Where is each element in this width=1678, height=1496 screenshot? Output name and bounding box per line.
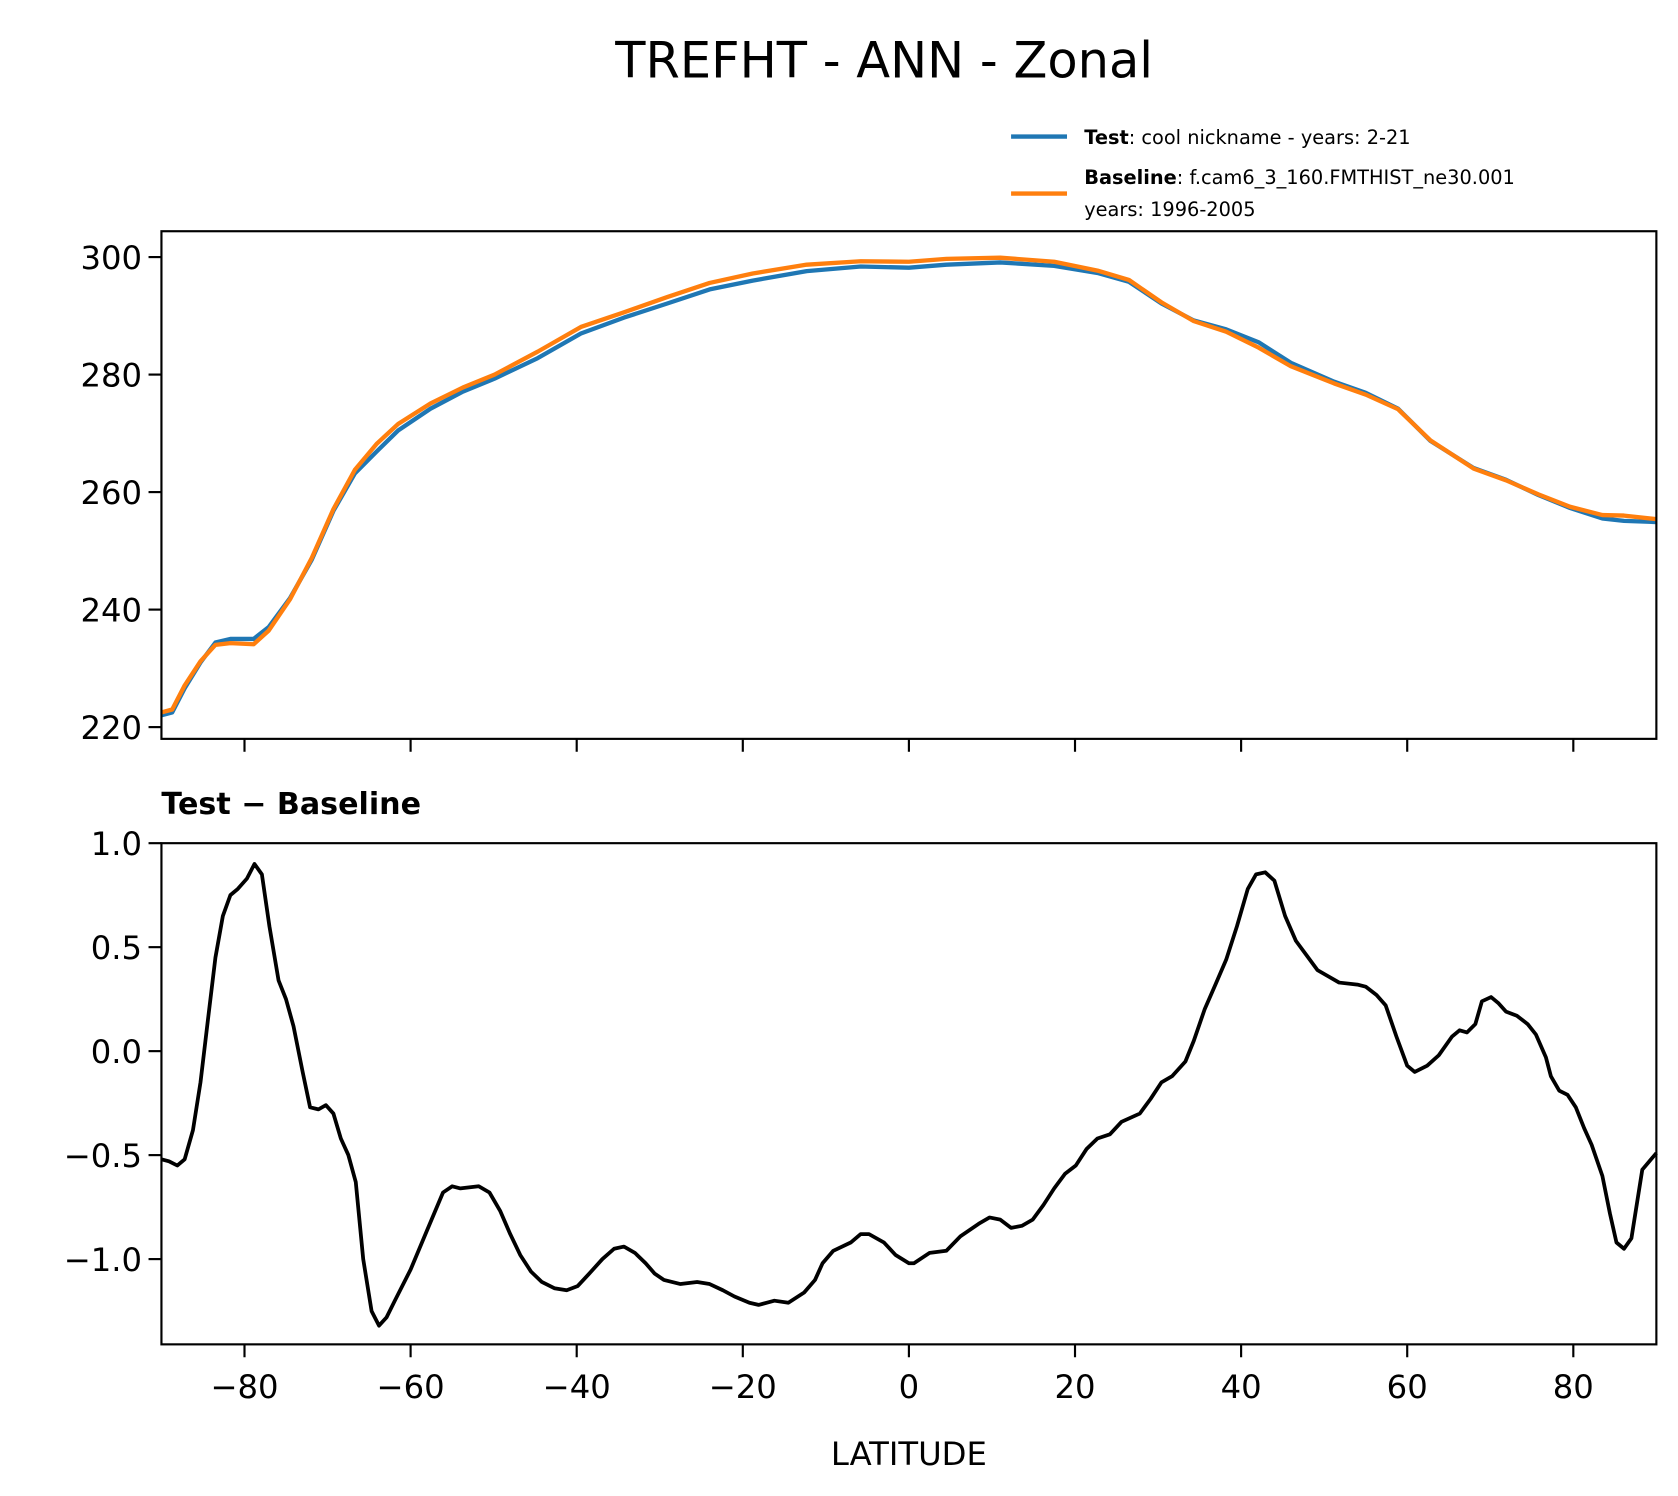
- legend-test-label: Test: [1084, 126, 1129, 149]
- x-tick-label: −80: [210, 1368, 278, 1406]
- legend-baseline-text: : f.cam6_3_160.FMTHIST_ne30.001: [1177, 166, 1515, 189]
- legend-baseline-entry: Baseline: f.cam6_3_160.FMTHIST_ne30.001: [1084, 166, 1515, 189]
- top-axes: 220 240 260 280 300: [81, 230, 1658, 752]
- y-tick-label: 0.0: [91, 1033, 142, 1071]
- figure-title: TREFHT - ANN - Zonal: [614, 31, 1153, 89]
- diff-subplot-title: Test − Baseline: [161, 787, 421, 822]
- x-tick-label: −60: [377, 1368, 445, 1406]
- legend-test-text: : cool nickname - years: 2-21: [1129, 126, 1411, 149]
- legend: Test: cool nickname - years: 2-21 Baseli…: [1011, 126, 1515, 221]
- legend-baseline-text2: years: 1996-2005: [1084, 198, 1255, 221]
- y-tick-label: 260: [81, 474, 143, 512]
- series-line-baseline: [160, 255, 1657, 715]
- y-tick-label: 240: [81, 591, 143, 629]
- legend-test-entry: Test: cool nickname - years: 2-21: [1084, 126, 1410, 149]
- x-tick-label: 40: [1221, 1368, 1262, 1406]
- x-tick-label: 20: [1054, 1368, 1095, 1406]
- y-tick-label: 220: [81, 709, 143, 747]
- y-tick-label: −1.0: [64, 1241, 142, 1279]
- bottom-axes: −80 −60 −40 −20 0 20 40 60 80 1.0 0.5 0.0 −0.5 −1.0: [64, 825, 1658, 1406]
- x-tick-label: −40: [543, 1368, 611, 1406]
- y-tick-label: −0.5: [64, 1137, 142, 1175]
- x-tick-label: −20: [709, 1368, 777, 1406]
- y-tick-label: 280: [81, 356, 143, 394]
- x-tick-label: 0: [899, 1368, 920, 1406]
- y-tick-label: 300: [81, 239, 143, 277]
- y-tick-label: 1.0: [91, 825, 142, 863]
- legend-baseline-label: Baseline: [1084, 166, 1177, 189]
- y-tick-label: 0.5: [91, 929, 142, 967]
- x-axis-label: LATITUDE: [831, 1435, 987, 1473]
- series-line-test-baseline: [160, 862, 1658, 1328]
- x-tick-label: 80: [1553, 1368, 1594, 1406]
- x-tick-label: 60: [1387, 1368, 1428, 1406]
